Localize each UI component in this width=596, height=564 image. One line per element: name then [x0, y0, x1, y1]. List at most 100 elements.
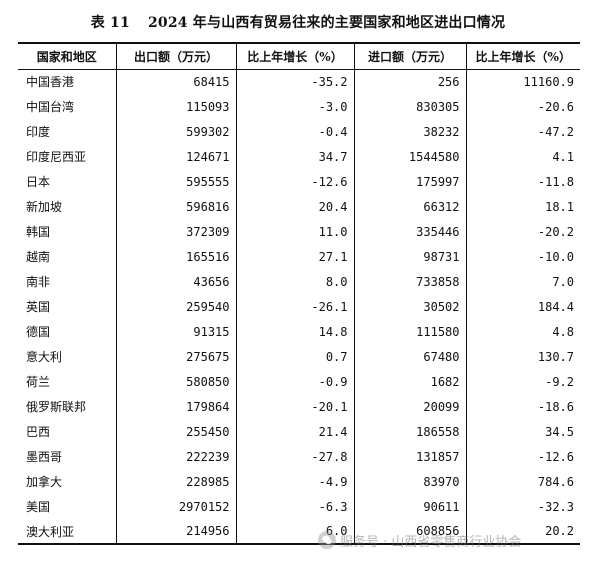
import-growth-cell: -20.6	[465, 94, 580, 119]
export-growth-cell: 21.4	[235, 419, 354, 444]
table-row: 印度 599302 -0.4 38232 -47.2	[18, 119, 580, 144]
table-row: 日本 595555 -12.6 175997 -11.8	[18, 169, 580, 194]
export-cell: 214956	[115, 519, 236, 545]
export-cell: 68415	[115, 69, 236, 94]
export-cell: 91315	[115, 319, 236, 344]
table-row: 越南 165516 27.1 98731 -10.0	[18, 244, 580, 269]
import-growth-cell: 20.2	[465, 519, 580, 545]
export-growth-cell: -0.9	[235, 369, 354, 394]
region-cell: 美国	[26, 500, 51, 514]
export-growth-cell: 27.1	[235, 244, 354, 269]
import-cell: 30502	[353, 294, 466, 319]
export-growth-cell: -0.4	[235, 119, 354, 144]
export-growth-cell: -20.1	[235, 394, 354, 419]
import-cell: 733858	[353, 269, 466, 294]
watermark: 服务号 · 山西省零售商行业协会	[318, 529, 521, 551]
export-cell: 275675	[115, 344, 236, 369]
table-row: 新加坡 596816 20.4 66312 18.1	[18, 194, 580, 219]
export-cell: 115093	[115, 94, 236, 119]
import-cell: 1682	[353, 369, 466, 394]
table-row: 墨西哥 222239 -27.8 131857 -12.6	[18, 444, 580, 469]
export-cell: 259540	[115, 294, 236, 319]
table-row: 加拿大 228985 -4.9 83970 784.6	[18, 469, 580, 494]
import-cell: 38232	[353, 119, 466, 144]
import-growth-cell: 34.5	[465, 419, 580, 444]
export-growth-cell: 0.7	[235, 344, 354, 369]
import-growth-cell: -32.3	[465, 494, 580, 519]
import-cell: 90611	[353, 494, 466, 519]
export-cell: 228985	[115, 469, 236, 494]
table-row: 南非 43656 8.0 733858 7.0	[18, 269, 580, 294]
table-row: 中国台湾 115093 -3.0 830305 -20.6	[18, 94, 580, 119]
region-cell: 英国	[26, 300, 51, 314]
region-cell: 新加坡	[26, 200, 63, 214]
table-row: 荷兰 580850 -0.9 1682 -9.2	[18, 369, 580, 394]
header-export: 出口额（万元）	[115, 42, 236, 70]
export-growth-cell: -6.3	[235, 494, 354, 519]
import-growth-cell: 130.7	[465, 344, 580, 369]
table-row: 中国香港 68415 -35.2 256 11160.9	[18, 69, 580, 94]
export-growth-cell: 14.8	[235, 319, 354, 344]
export-cell: 179864	[115, 394, 236, 419]
region-cell: 中国台湾	[26, 100, 75, 114]
region-cell: 俄罗斯联邦	[26, 400, 87, 414]
export-growth-cell: 8.0	[235, 269, 354, 294]
export-cell: 595555	[115, 169, 236, 194]
table-row: 印度尼西亚 124671 34.7 1544580 4.1	[18, 144, 580, 169]
import-cell: 830305	[353, 94, 466, 119]
export-growth-cell: -26.1	[235, 294, 354, 319]
import-growth-cell: -10.0	[465, 244, 580, 269]
region-cell: 韩国	[26, 225, 51, 239]
export-cell: 580850	[115, 369, 236, 394]
export-growth-cell: 34.7	[235, 144, 354, 169]
import-growth-cell: -12.6	[465, 444, 580, 469]
export-growth-cell: -27.8	[235, 444, 354, 469]
export-growth-cell: 11.0	[235, 219, 354, 244]
region-cell: 南非	[26, 275, 51, 289]
import-cell: 335446	[353, 219, 466, 244]
export-growth-cell: 20.4	[235, 194, 354, 219]
export-cell: 2970152	[115, 494, 236, 519]
import-growth-cell: 784.6	[465, 469, 580, 494]
table-title: 表 11 2024 年与山西有贸易往来的主要国家和地区进出口情况	[0, 12, 596, 32]
export-growth-cell: -35.2	[235, 69, 354, 94]
import-cell: 186558	[353, 419, 466, 444]
export-cell: 222239	[115, 444, 236, 469]
region-cell: 澳大利亚	[18, 519, 116, 545]
import-growth-cell: 184.4	[465, 294, 580, 319]
import-growth-cell: -9.2	[465, 369, 580, 394]
export-cell: 124671	[115, 144, 236, 169]
region-cell: 巴西	[26, 425, 51, 439]
region-cell: 印度	[26, 125, 51, 139]
export-growth-cell: 6.0	[235, 519, 354, 545]
header-row: 国家和地区 出口额（万元） 比上年增长（%） 进口额（万元） 比上年增长（%）	[18, 42, 580, 70]
import-growth-cell: -20.2	[465, 219, 580, 244]
import-cell: 1544580	[353, 144, 466, 169]
region-cell: 越南	[26, 250, 51, 264]
export-cell: 596816	[115, 194, 236, 219]
import-growth-cell: 4.1	[465, 144, 580, 169]
table-row: 巴西 255450 21.4 186558 34.5	[18, 419, 580, 444]
export-cell: 372309	[115, 219, 236, 244]
import-cell: 131857	[353, 444, 466, 469]
import-cell: 98731	[353, 244, 466, 269]
table-row: 英国 259540 -26.1 30502 184.4	[18, 294, 580, 319]
region-cell: 日本	[26, 175, 51, 189]
export-cell: 599302	[115, 119, 236, 144]
header-import-growth: 比上年增长（%）	[465, 42, 580, 70]
export-cell: 255450	[115, 419, 236, 444]
export-cell: 165516	[115, 244, 236, 269]
table-body: 中国香港 68415 -35.2 256 11160.9 中国台湾 115093 -3.0 83…	[18, 69, 580, 545]
watermark-text: 服务号 · 山西省零售商行业协会	[340, 534, 522, 550]
table-row: 德国 91315 14.8 111580 4.8	[18, 319, 580, 344]
import-growth-cell: 4.8	[465, 319, 580, 344]
import-cell: 83970	[353, 469, 466, 494]
region-cell: 意大利	[26, 350, 63, 364]
table-caption: 2024 年与山西有贸易往来的主要国家和地区进出口情况	[147, 15, 506, 31]
export-growth-cell: -3.0	[235, 94, 354, 119]
import-growth-cell: -11.8	[465, 169, 580, 194]
import-cell: 256	[353, 69, 466, 94]
header-region: 国家和地区	[18, 42, 116, 70]
import-cell: 608856	[353, 519, 466, 545]
import-cell: 175997	[353, 169, 466, 194]
